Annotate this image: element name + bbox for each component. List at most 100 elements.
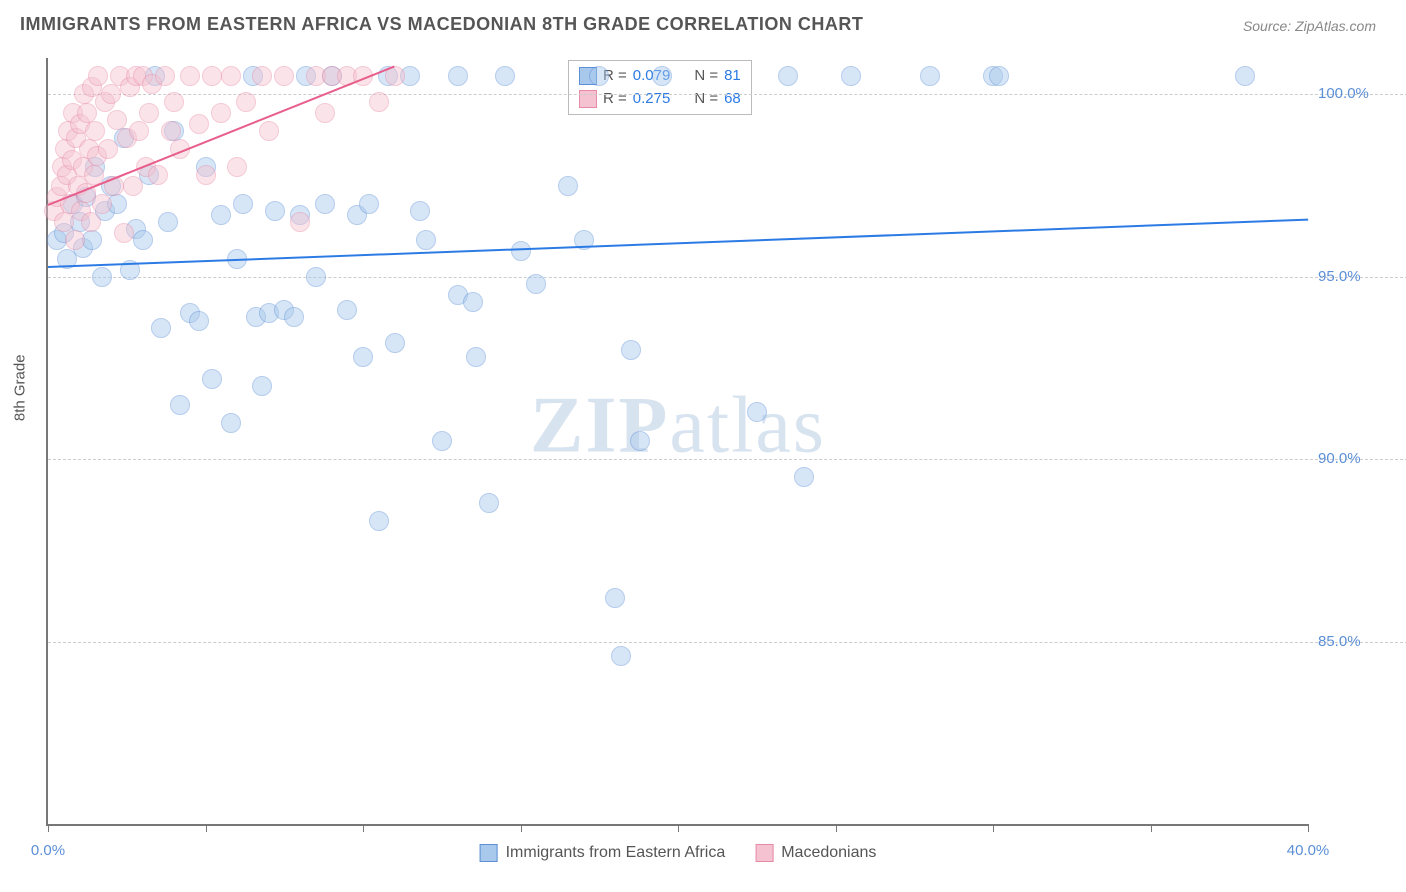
data-point xyxy=(410,201,430,221)
gridline xyxy=(48,277,1406,278)
data-point xyxy=(448,66,468,86)
data-point xyxy=(611,646,631,666)
data-point xyxy=(747,402,767,422)
data-point xyxy=(92,267,112,287)
data-point xyxy=(221,413,241,433)
data-point xyxy=(794,467,814,487)
x-tick xyxy=(1151,824,1152,832)
data-point xyxy=(920,66,940,86)
data-point xyxy=(164,92,184,112)
data-point xyxy=(155,66,175,86)
watermark: ZIPatlas xyxy=(530,380,826,471)
data-point xyxy=(466,347,486,367)
data-point xyxy=(82,230,102,250)
data-point xyxy=(151,318,171,338)
data-point xyxy=(385,333,405,353)
data-point xyxy=(432,431,452,451)
data-point xyxy=(189,311,209,331)
data-point xyxy=(315,194,335,214)
data-point xyxy=(290,212,310,232)
data-point xyxy=(85,121,105,141)
data-point xyxy=(139,103,159,123)
data-point xyxy=(989,66,1009,86)
data-point xyxy=(652,66,672,86)
data-point xyxy=(158,212,178,232)
y-tick-label: 95.0% xyxy=(1318,268,1398,285)
data-point xyxy=(114,223,134,243)
data-point xyxy=(227,157,247,177)
data-point xyxy=(511,241,531,261)
data-point xyxy=(92,194,112,214)
legend-item-series-1: Immigrants from Eastern Africa xyxy=(480,844,726,862)
correlation-row-series-2: R = 0.275 N = 68 xyxy=(579,88,741,111)
data-point xyxy=(54,212,74,232)
data-point xyxy=(630,431,650,451)
data-point xyxy=(148,165,168,185)
plot-area: ZIPatlas R = 0.079 N = 81 R = 0.275 N = … xyxy=(46,58,1308,826)
data-point xyxy=(841,66,861,86)
y-tick-label: 90.0% xyxy=(1318,450,1398,467)
data-point xyxy=(315,103,335,123)
data-point xyxy=(1235,66,1255,86)
data-point xyxy=(88,66,108,86)
data-point xyxy=(353,347,373,367)
y-tick-label: 85.0% xyxy=(1318,633,1398,650)
data-point xyxy=(196,165,216,185)
data-point xyxy=(778,66,798,86)
x-tick xyxy=(48,824,49,832)
data-point xyxy=(202,369,222,389)
data-point xyxy=(495,66,515,86)
data-point xyxy=(369,511,389,531)
x-tick-label: 40.0% xyxy=(1287,842,1330,859)
data-point xyxy=(479,493,499,513)
data-point xyxy=(284,307,304,327)
data-point xyxy=(274,66,294,86)
data-point xyxy=(221,66,241,86)
y-axis-label: 8th Grade xyxy=(12,354,29,421)
x-tick xyxy=(363,824,364,832)
x-tick xyxy=(521,824,522,832)
n-value-1: 81 xyxy=(724,65,741,88)
swatch-series-2 xyxy=(579,90,597,108)
data-point xyxy=(123,176,143,196)
data-point xyxy=(463,292,483,312)
data-point xyxy=(101,84,121,104)
data-point xyxy=(369,92,389,112)
swatch-series-1 xyxy=(480,844,498,862)
data-point xyxy=(236,92,256,112)
data-point xyxy=(605,588,625,608)
data-point xyxy=(98,139,118,159)
gridline xyxy=(48,642,1406,643)
data-point xyxy=(337,300,357,320)
data-point xyxy=(77,103,97,123)
data-point xyxy=(416,230,436,250)
r-value-2: 0.275 xyxy=(633,88,671,111)
data-point xyxy=(526,274,546,294)
source-attribution: Source: ZipAtlas.com xyxy=(1243,18,1376,34)
data-point xyxy=(189,114,209,134)
data-point xyxy=(259,121,279,141)
data-point xyxy=(558,176,578,196)
x-tick xyxy=(836,824,837,832)
data-point xyxy=(161,121,181,141)
data-point xyxy=(621,340,641,360)
swatch-series-2 xyxy=(755,844,773,862)
x-tick xyxy=(993,824,994,832)
data-point xyxy=(133,230,153,250)
data-point xyxy=(252,376,272,396)
data-point xyxy=(81,212,101,232)
x-tick-label: 0.0% xyxy=(31,842,65,859)
data-point xyxy=(359,194,379,214)
data-point xyxy=(107,110,127,130)
data-point xyxy=(202,66,222,86)
data-point xyxy=(589,66,609,86)
chart-title: IMMIGRANTS FROM EASTERN AFRICA VS MACEDO… xyxy=(20,14,863,35)
y-tick-label: 100.0% xyxy=(1318,85,1398,102)
gridline xyxy=(48,459,1406,460)
data-point xyxy=(306,267,326,287)
data-point xyxy=(252,66,272,86)
data-point xyxy=(211,205,231,225)
data-point xyxy=(170,395,190,415)
x-tick xyxy=(1308,824,1309,832)
data-point xyxy=(129,121,149,141)
